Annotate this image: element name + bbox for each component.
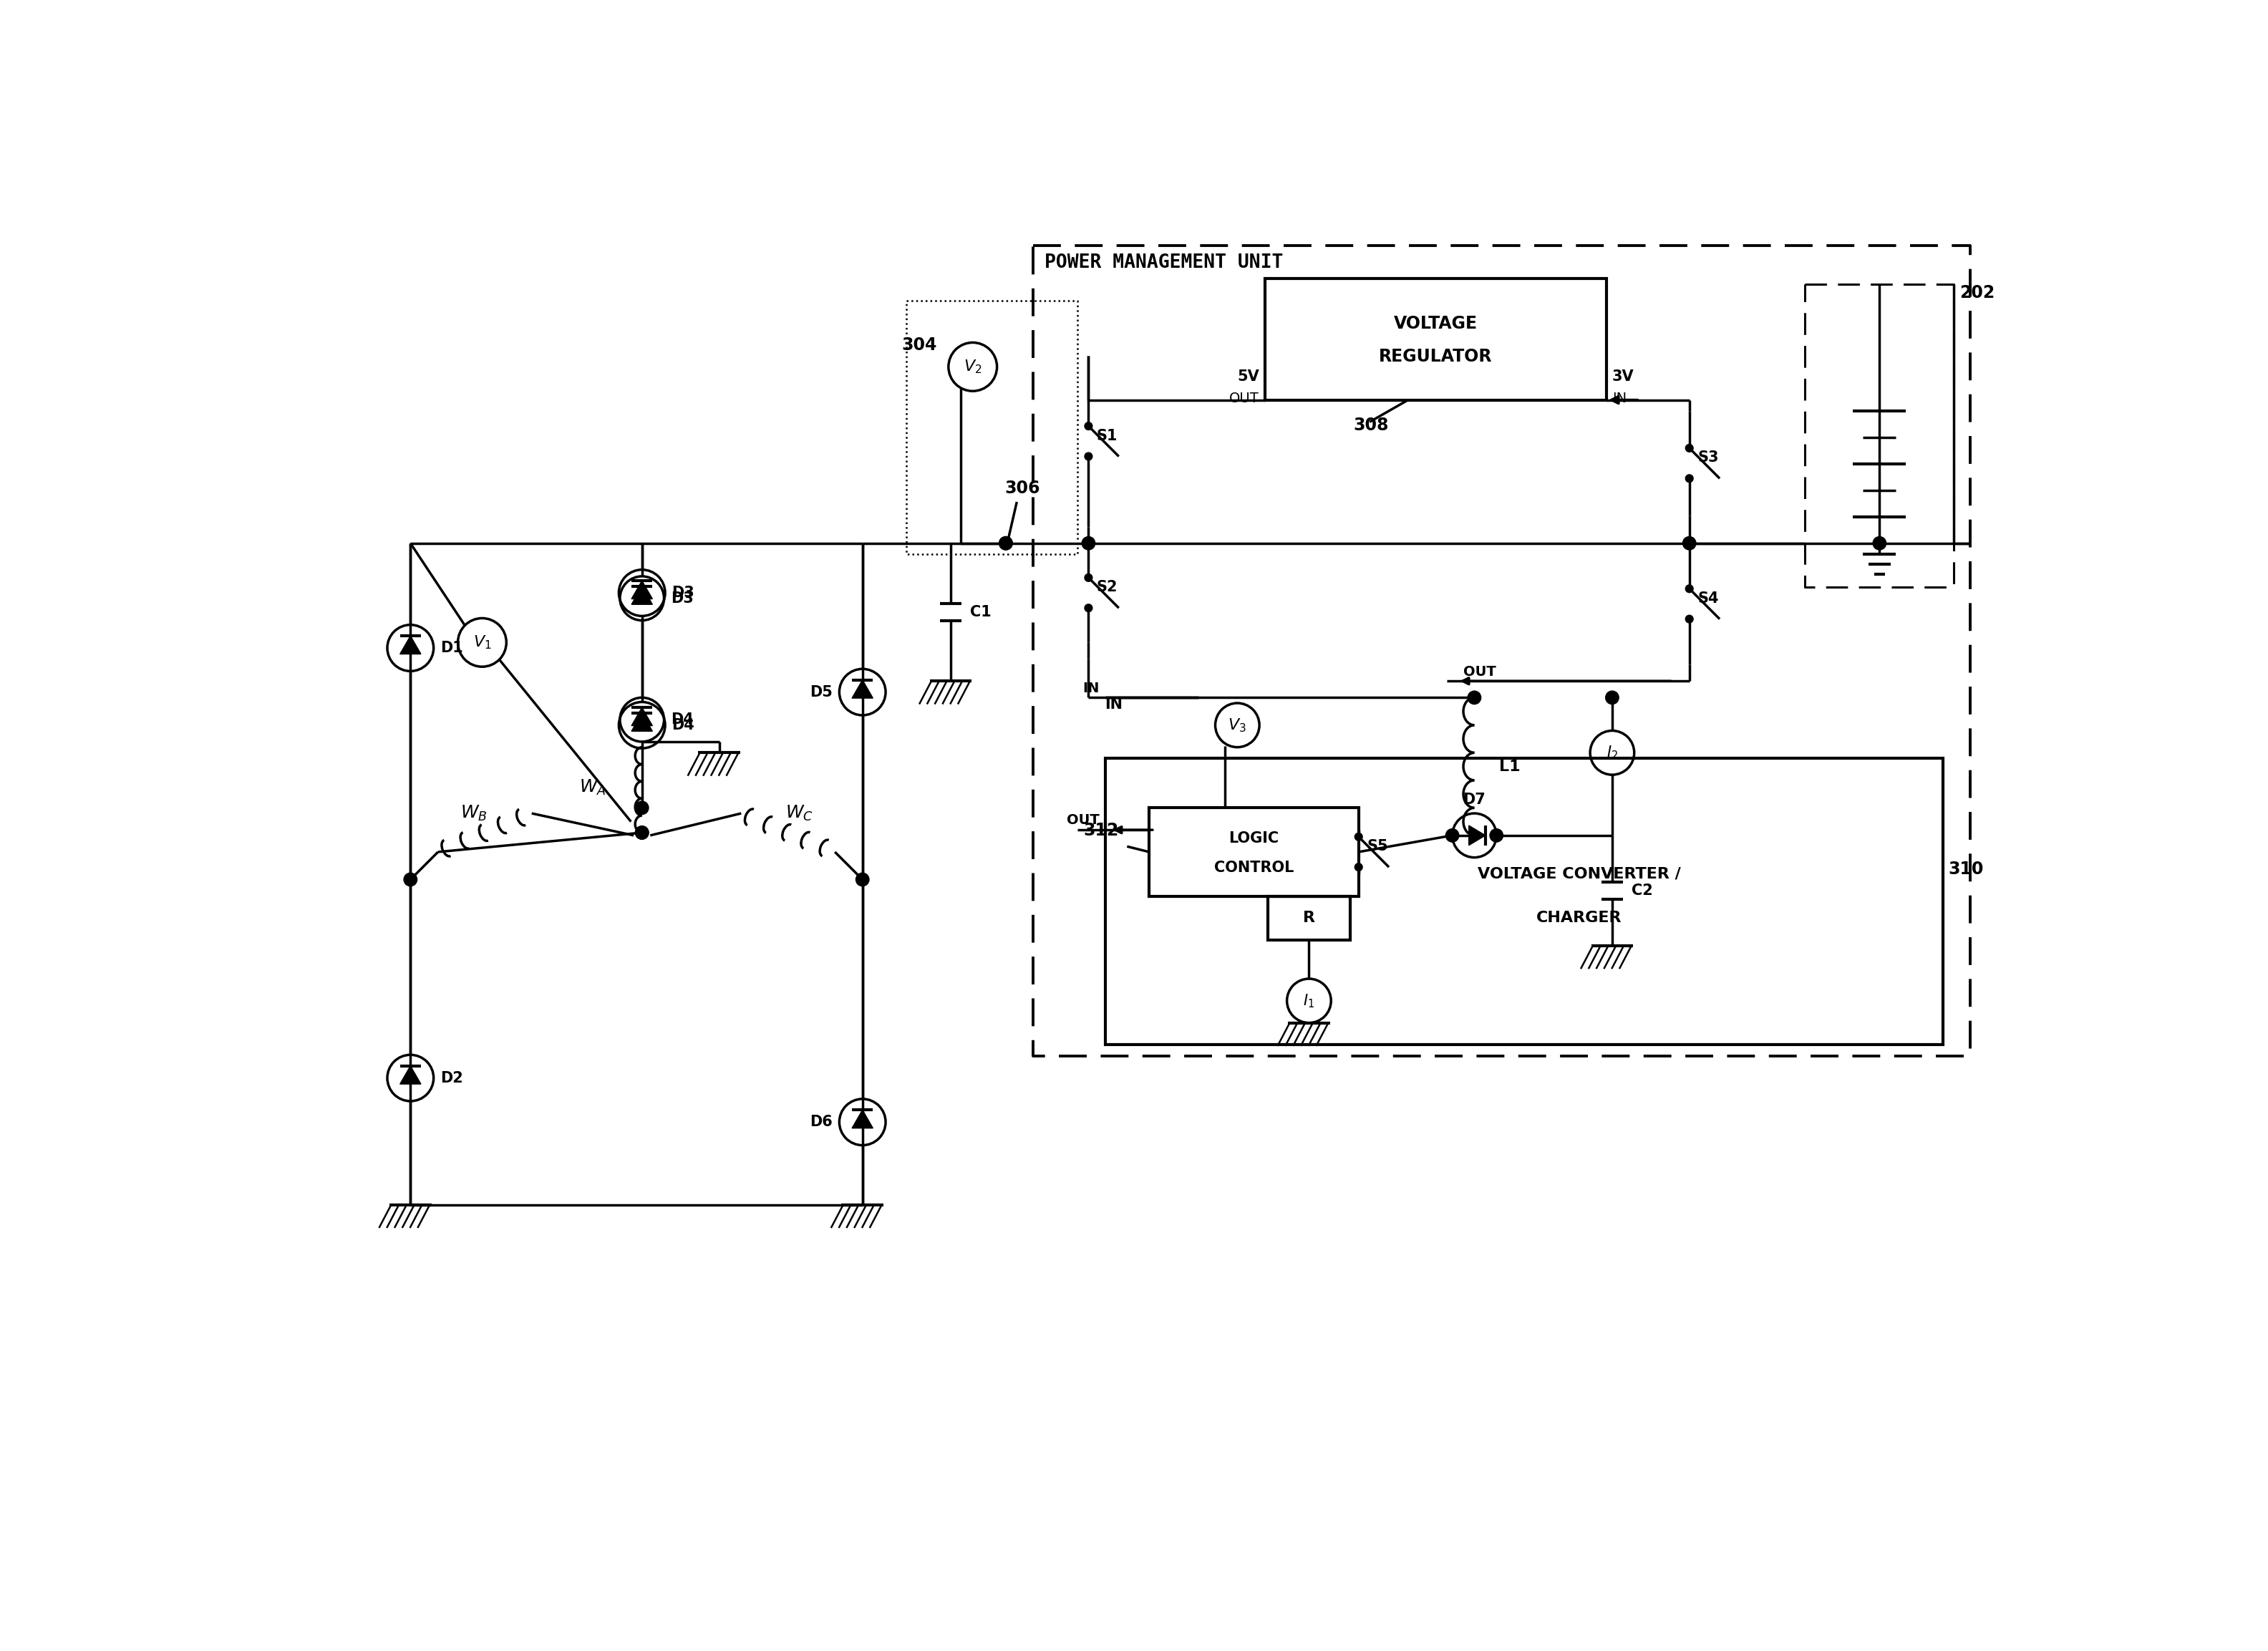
Circle shape [1000, 537, 1012, 550]
Text: S4: S4 [1699, 591, 1719, 606]
Text: D6: D6 [810, 1114, 832, 1129]
Bar [1268, 896, 1349, 939]
Text: CONTROL: CONTROL [1213, 860, 1293, 875]
Circle shape [1084, 604, 1093, 613]
Bar [1266, 279, 1606, 400]
Text: IN: IN [1613, 391, 1626, 406]
Circle shape [1082, 537, 1095, 550]
Polygon shape [853, 1109, 873, 1128]
Circle shape [1084, 452, 1093, 461]
Text: OUT: OUT [1229, 391, 1259, 406]
Polygon shape [399, 1067, 422, 1085]
Text: POWER MANAGEMENT UNIT: POWER MANAGEMENT UNIT [1043, 254, 1284, 272]
Text: $I_{1}$: $I_{1}$ [1304, 992, 1315, 1009]
Text: VOLTAGE CONVERTER /: VOLTAGE CONVERTER / [1476, 867, 1681, 882]
Circle shape [1467, 692, 1481, 705]
Text: 5V: 5V [1238, 370, 1259, 383]
Text: D4: D4 [671, 713, 694, 726]
Text: D3: D3 [671, 586, 694, 599]
Text: 312: 312 [1084, 822, 1118, 839]
Circle shape [1354, 832, 1363, 840]
Circle shape [1683, 537, 1696, 550]
Polygon shape [631, 708, 653, 726]
Text: 3V: 3V [1613, 370, 1635, 383]
Circle shape [1354, 863, 1363, 872]
Circle shape [1685, 584, 1694, 593]
Text: $W_A$: $W_A$ [578, 778, 606, 796]
Circle shape [1084, 423, 1093, 429]
Text: 304: 304 [903, 337, 937, 353]
Circle shape [1000, 537, 1012, 550]
Text: D5: D5 [810, 685, 832, 700]
Text: D7: D7 [1463, 792, 1486, 807]
Circle shape [855, 873, 869, 887]
Circle shape [1490, 829, 1504, 842]
Circle shape [1685, 474, 1694, 482]
Text: LOGIC: LOGIC [1229, 830, 1279, 845]
Text: $W_B$: $W_B$ [460, 804, 488, 822]
Circle shape [635, 801, 649, 814]
Text: 310: 310 [1948, 860, 1984, 878]
Polygon shape [631, 713, 653, 731]
Text: $W_C$: $W_C$ [785, 804, 812, 822]
Text: 306: 306 [1005, 480, 1041, 497]
Text: 202: 202 [1960, 284, 1996, 300]
Text: D3: D3 [671, 591, 694, 606]
Circle shape [1873, 537, 1887, 550]
Text: D4: D4 [671, 718, 694, 733]
Text: IN: IN [1082, 682, 1100, 695]
Text: C2: C2 [1631, 883, 1653, 898]
Text: S3: S3 [1699, 451, 1719, 466]
Circle shape [1685, 444, 1694, 452]
Text: $V_{2}$: $V_{2}$ [964, 358, 982, 375]
Circle shape [635, 826, 649, 839]
Bar [1150, 807, 1359, 896]
Text: S2: S2 [1098, 580, 1118, 594]
Polygon shape [399, 636, 422, 654]
Text: R: R [1302, 911, 1315, 925]
Text: IN: IN [1105, 697, 1123, 712]
Circle shape [1445, 829, 1458, 842]
Circle shape [1606, 692, 1619, 705]
Text: S1: S1 [1098, 429, 1118, 442]
Polygon shape [1470, 826, 1486, 845]
Text: VOLTAGE: VOLTAGE [1395, 315, 1479, 332]
Text: L1: L1 [1499, 759, 1520, 774]
Text: REGULATOR: REGULATOR [1379, 348, 1492, 365]
Text: C1: C1 [971, 604, 991, 619]
Text: CHARGER: CHARGER [1535, 911, 1622, 925]
Text: $V_{1}$: $V_{1}$ [474, 634, 492, 650]
Text: D2: D2 [440, 1071, 463, 1085]
Text: S5: S5 [1368, 839, 1388, 854]
Circle shape [1685, 616, 1694, 622]
Text: 308: 308 [1354, 416, 1388, 434]
Text: OUT: OUT [1463, 665, 1497, 679]
Polygon shape [853, 680, 873, 698]
Polygon shape [631, 586, 653, 604]
Text: OUT: OUT [1066, 814, 1100, 827]
Polygon shape [631, 581, 653, 599]
Text: D1: D1 [440, 641, 463, 655]
Text: $I_{2}$: $I_{2}$ [1606, 745, 1617, 761]
Text: $V_{3}$: $V_{3}$ [1227, 717, 1247, 733]
Circle shape [1084, 575, 1093, 581]
Circle shape [404, 873, 417, 887]
Circle shape [635, 826, 649, 839]
Bar [1105, 758, 1944, 1045]
